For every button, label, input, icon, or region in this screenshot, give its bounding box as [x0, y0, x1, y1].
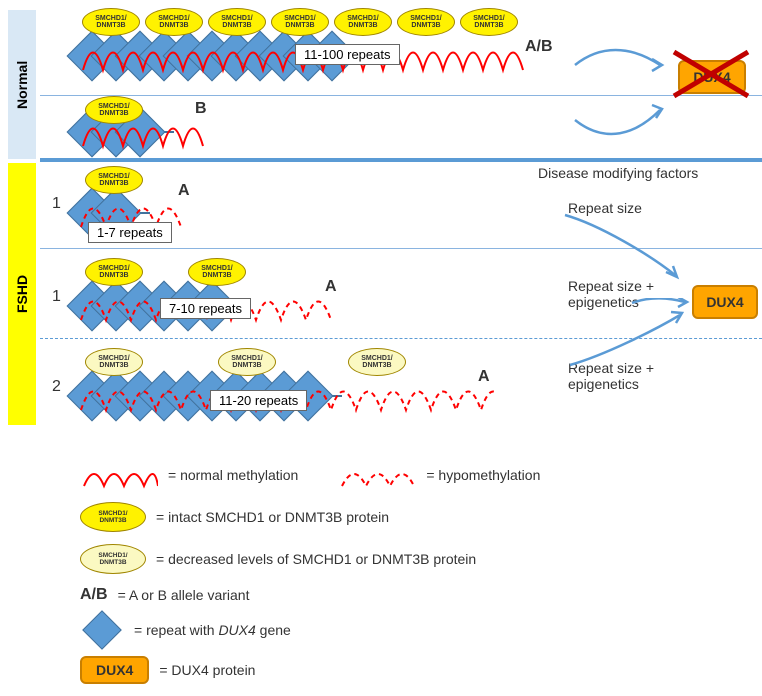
- allele-label: A: [325, 278, 337, 296]
- smchd1-oval: SMCHD1/DNMT3B: [145, 8, 203, 36]
- legend-normal-meth-text: = normal methylation: [168, 467, 298, 483]
- smchd1-low-oval: SMCHD1/DNMT3B: [85, 348, 143, 376]
- dux4-expressed: DUX4: [692, 285, 758, 319]
- normal-band-label: Normal: [14, 60, 30, 108]
- dux4-blocked: DUX4: [678, 60, 746, 94]
- dux4-expressed-label: DUX4: [706, 294, 743, 310]
- repeat-count-box: 11-20 repeats: [210, 390, 307, 411]
- legend-oval-low-row: SMCHD1/DNMT3B = decreased levels of SMCH…: [80, 544, 540, 574]
- row-number: 1: [52, 288, 61, 306]
- divider-normal-mid: [40, 95, 762, 96]
- legend-dux4-icon: DUX4: [80, 656, 149, 684]
- allele-label: A/B: [525, 38, 553, 56]
- smchd1-oval: SMCHD1/DNMT3B: [85, 258, 143, 286]
- row-number: 2: [52, 378, 61, 396]
- smchd1-oval: SMCHD1/DNMT3B: [460, 8, 518, 36]
- repeat-count-box: 1-7 repeats: [88, 222, 172, 243]
- legend-diamond-text: = repeat with DUX4 gene: [134, 622, 291, 638]
- legend-hypo-meth-icon: [338, 460, 416, 490]
- fshd-band: FSHD: [8, 163, 36, 425]
- repeat-count-box: 11-100 repeats: [295, 44, 400, 65]
- arrow-fshd1a: [560, 210, 680, 280]
- allele-label: B: [195, 100, 207, 118]
- divider-fshd1a-1b: [40, 248, 762, 249]
- legend-dux4-text: = DUX4 protein: [159, 662, 255, 678]
- modifier-fshd1a: Repeat size: [568, 200, 642, 216]
- smchd1-oval: SMCHD1/DNMT3B: [208, 8, 266, 36]
- legend-ab-row: A/B = A or B allele variant: [80, 586, 540, 604]
- legend-ab-text: = A or B allele variant: [118, 587, 250, 603]
- legend-oval-low-icon: SMCHD1/DNMT3B: [80, 544, 146, 574]
- legend-diamond-icon: [82, 610, 122, 650]
- divider-normal-fshd: [40, 158, 762, 162]
- legend-oval-low-text: = decreased levels of SMCHD1 or DNMT3B p…: [156, 551, 476, 567]
- dux4-blocked-label: DUX4: [693, 69, 730, 85]
- allele-label: A: [178, 182, 190, 200]
- legend: = normal methylation = hypomethylation S…: [80, 460, 540, 696]
- smchd1-oval: SMCHD1/DNMT3B: [85, 96, 143, 124]
- legend-normal-meth-icon: [80, 460, 158, 490]
- legend-meth-row: = normal methylation = hypomethylation: [80, 460, 540, 490]
- allele-label: A: [478, 368, 490, 386]
- legend-oval-intact-text: = intact SMCHD1 or DNMT3B protein: [156, 509, 389, 525]
- smchd1-low-oval: SMCHD1/DNMT3B: [348, 348, 406, 376]
- smchd1-oval: SMCHD1/DNMT3B: [271, 8, 329, 36]
- legend-hypo-meth-text: = hypomethylation: [426, 467, 540, 483]
- smchd1-low-oval: SMCHD1/DNMT3B: [218, 348, 276, 376]
- arrow-normal-bot: [570, 95, 670, 145]
- normal-band: Normal: [8, 10, 36, 159]
- row-number: 1: [52, 195, 61, 213]
- legend-diamond-row: = repeat with DUX4 gene: [80, 616, 540, 644]
- fshd-band-label: FSHD: [14, 275, 30, 313]
- divider-fshd1-2: [40, 338, 762, 339]
- smchd1-oval: SMCHD1/DNMT3B: [82, 8, 140, 36]
- smchd1-oval: SMCHD1/DNMT3B: [397, 8, 455, 36]
- legend-dux4-row: DUX4 = DUX4 protein: [80, 656, 540, 684]
- legend-ab-symbol: A/B: [80, 586, 108, 604]
- legend-oval-intact-icon: SMCHD1/DNMT3B: [80, 502, 146, 532]
- arrow-normal-top: [570, 40, 670, 90]
- modifier-heading: Disease modifying factors: [538, 165, 698, 181]
- smchd1-oval: SMCHD1/DNMT3B: [334, 8, 392, 36]
- modifier-fshd1b: Repeat size + epigenetics: [568, 278, 688, 310]
- repeat-count-box: 7-10 repeats: [160, 298, 251, 319]
- legend-oval-intact-row: SMCHD1/DNMT3B = intact SMCHD1 or DNMT3B …: [80, 502, 540, 532]
- smchd1-oval: SMCHD1/DNMT3B: [85, 166, 143, 194]
- smchd1-oval: SMCHD1/DNMT3B: [188, 258, 246, 286]
- modifier-fshd2: Repeat size + epigenetics: [568, 360, 688, 392]
